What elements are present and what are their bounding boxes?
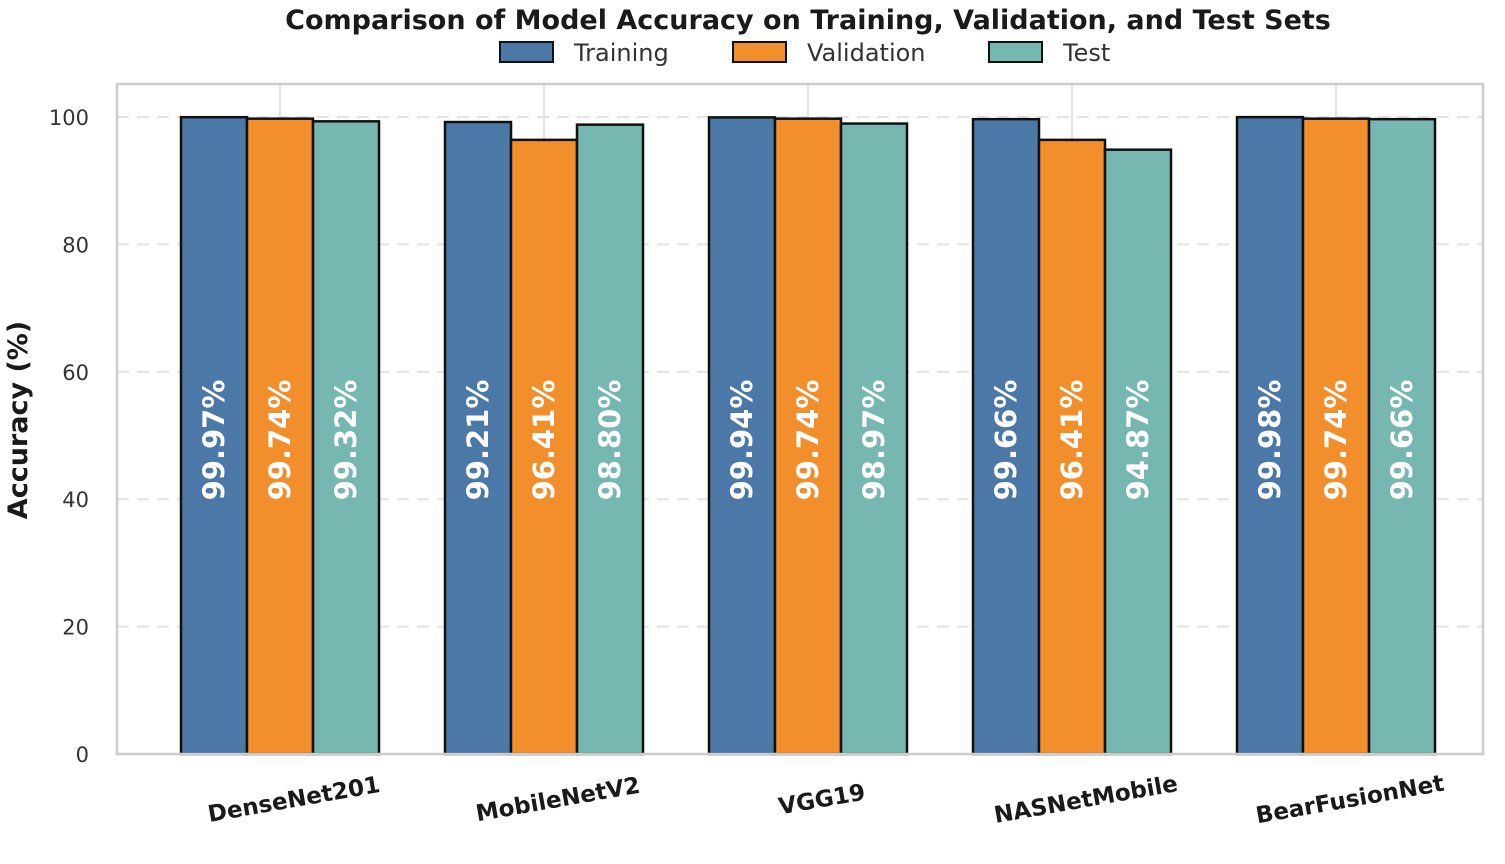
y-tick-label: 100 (49, 106, 89, 130)
bar-value-label: 98.80% (593, 380, 627, 501)
y-tick-label: 60 (62, 361, 89, 385)
bar-value-label: 99.21% (461, 380, 495, 501)
bar-value-label: 94.87% (1121, 380, 1155, 501)
bar-value-label: 98.97% (857, 380, 891, 501)
bar-value-label: 99.97% (197, 380, 231, 501)
bar-value-label: 99.98% (1253, 380, 1287, 501)
bar-value-label: 99.66% (989, 380, 1023, 501)
bar-labels: 99.97% 99.74% 99.32% 99.21% 96.41% 98.80% 99.9… (197, 380, 1419, 501)
x-tick-label: BearFusionNet (1254, 771, 1446, 830)
bar (839, 122, 909, 756)
bar (1037, 138, 1107, 756)
x-axis-ticks: DenseNet201 MobileNetV2 VGG19 NASNetMobile B… (206, 771, 1446, 830)
y-axis-label: Accuracy (%) (3, 321, 34, 519)
legend-swatch (732, 41, 787, 63)
legend-swatch (499, 41, 554, 63)
y-axis-ticks: 0 20 40 60 80 100 (49, 106, 89, 767)
bar (773, 117, 843, 756)
chart-title: Comparison of Model Accuracy on Training… (285, 5, 1331, 36)
bar (575, 123, 645, 756)
bars (179, 115, 1437, 756)
legend-swatch (988, 41, 1043, 63)
bar-value-label: 99.66% (1385, 380, 1419, 501)
bar-value-label: 99.74% (791, 380, 825, 501)
y-tick-label: 40 (62, 488, 89, 512)
legend-label: Test (1062, 39, 1110, 67)
x-tick-label: VGG19 (777, 780, 868, 821)
bar-value-label: 99.74% (263, 380, 297, 501)
legend-label: Validation (807, 39, 926, 67)
x-tick-label: NASNetMobile (992, 771, 1180, 829)
bar-value-label: 99.74% (1319, 380, 1353, 501)
bar-value-label: 99.94% (725, 380, 759, 501)
legend: Training Validation Test (499, 39, 1110, 67)
y-tick-label: 20 (62, 616, 89, 640)
x-tick-label: DenseNet201 (206, 772, 382, 828)
plot-frame (115, 82, 1485, 756)
x-tick-label: MobileNetV2 (474, 773, 642, 827)
y-tick-label: 80 (62, 233, 89, 257)
bar-value-label: 99.32% (329, 380, 363, 501)
y-tick-label: 0 (76, 743, 89, 767)
bar (1235, 115, 1305, 756)
bar (1367, 117, 1437, 756)
bar-value-label: 96.41% (1055, 380, 1089, 501)
bar (707, 116, 777, 756)
bar (1103, 148, 1173, 756)
legend-label: Training (573, 39, 669, 67)
bar-value-label: 96.41% (527, 380, 561, 501)
